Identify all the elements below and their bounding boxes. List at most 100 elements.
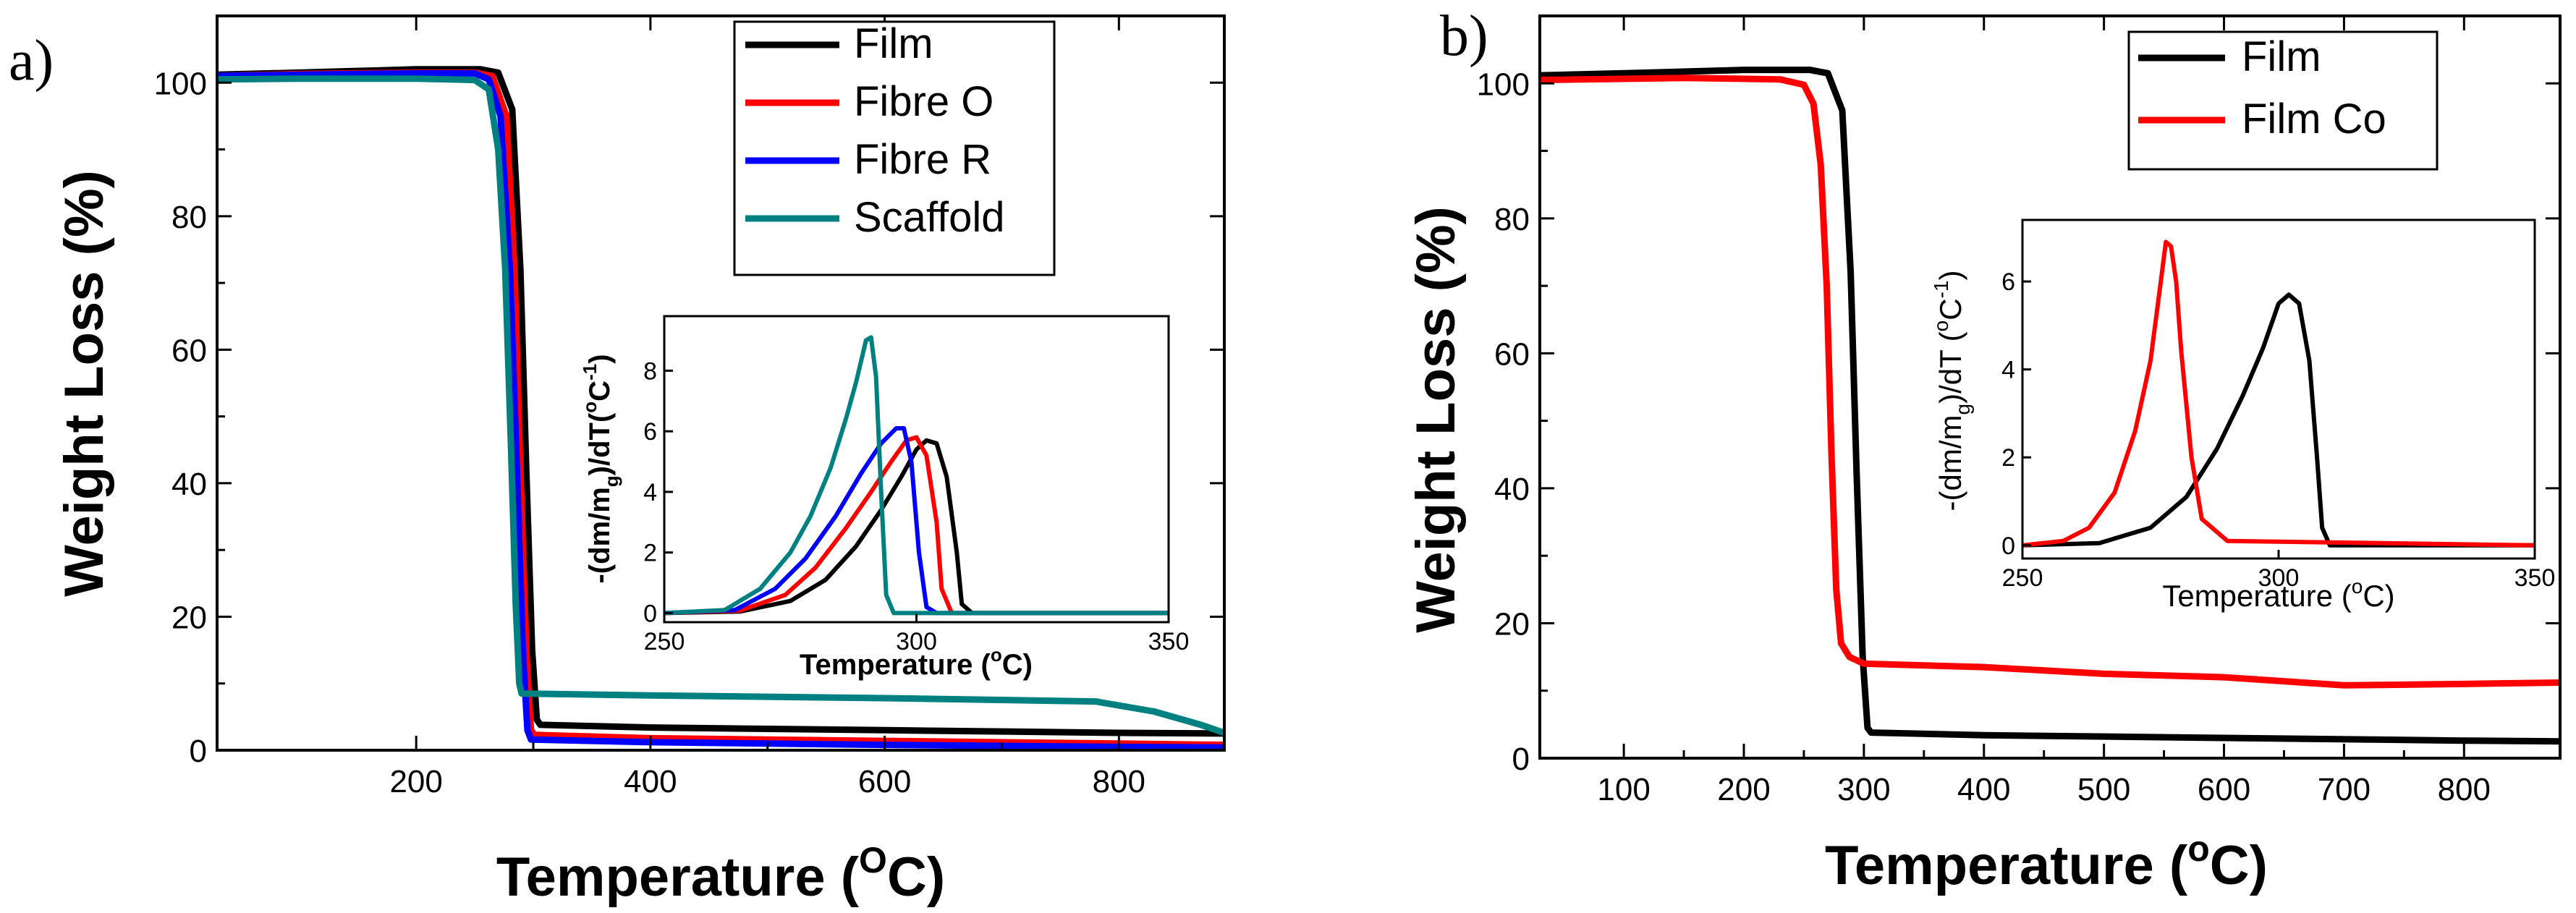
panel-b-series-lines bbox=[1540, 67, 2560, 745]
panel-a-inset-xtick-label: 250 bbox=[644, 628, 685, 655]
panel-b-inset-xtick-label: 350 bbox=[2514, 564, 2556, 592]
panel-b-inset-ytick-label: 2 bbox=[2001, 444, 2015, 472]
panel-a-inset-series-fibre-r bbox=[664, 426, 1169, 616]
panel-a-inset-ylabel-mid: )/dT( bbox=[584, 412, 616, 475]
panel-a-series-fibre-r bbox=[217, 69, 1224, 750]
panel-b-inset-frame bbox=[2021, 218, 2536, 560]
panel-a-legend-items: Film Fibre O Fibre R Scaffold bbox=[745, 20, 1005, 241]
panel-a-series-fibre-o bbox=[217, 69, 1224, 749]
panel-b-inset-xlabel-unit: C) bbox=[2363, 579, 2394, 613]
panel-b-legend-items: Film Film Co bbox=[2138, 33, 2386, 143]
panel-a-ytick-label: 20 bbox=[171, 600, 207, 635]
panel-a-inset-ticks: 250 300 350 0 2 4 6 8 bbox=[643, 357, 1189, 655]
panel-a-inset-xtick-label: 350 bbox=[1148, 628, 1190, 655]
panel-b-xtick-label: 600 bbox=[2198, 772, 2250, 807]
panel-b-inset-ylabel-prefix: -(dm/m bbox=[1933, 415, 1967, 511]
panel-b-inset-ytick-label: 4 bbox=[2001, 357, 2015, 384]
panel-a-xtick-label: 800 bbox=[1093, 764, 1145, 799]
panel-a-label: a) bbox=[9, 29, 54, 93]
panel-a-xlabel: Temperature (OC) bbox=[496, 840, 945, 908]
panel-b-inset-ylabel-sup: o bbox=[1930, 320, 1952, 332]
panel-a-inset-ytick-label: 8 bbox=[643, 357, 657, 385]
panel-b-inset-xlabel: Temperature (oC) bbox=[2162, 575, 2394, 613]
panel-b-inset-ylabel: -(dm/mg)/dT (oC-1) bbox=[1930, 271, 1974, 511]
panel-a-axes-frame bbox=[216, 14, 1226, 752]
panel-a-inset-xtick-label: 300 bbox=[896, 628, 937, 655]
panel-a-inset-ylabel-sup2: -1 bbox=[579, 364, 601, 381]
panel-a-inset-series-film bbox=[664, 438, 1169, 616]
panel-a-inset-xlabel-unit: C) bbox=[1002, 649, 1033, 681]
panel-a-ytick-label: 80 bbox=[171, 200, 207, 235]
panel-b-inset-xlabel-main: Temperature ( bbox=[2162, 579, 2351, 613]
panel-b-inset-ticks: 250 300 350 0 2 4 6 bbox=[2001, 268, 2555, 592]
panel-a-legend-label: Film bbox=[854, 20, 933, 67]
panel-a-inset-ylabel: -(dm/mg)/dT(oC-1) bbox=[579, 354, 622, 583]
panel-b-inset-ytick-label: 0 bbox=[2001, 532, 2015, 560]
panel-a-ytick-label: 60 bbox=[171, 333, 207, 368]
panel-b-inset-series-film-co bbox=[2022, 239, 2535, 548]
panel-a-series-scaffold bbox=[217, 75, 1224, 736]
panel-b-xlabel-sup: o bbox=[2187, 828, 2210, 869]
panel-a-inset-lines bbox=[664, 335, 1169, 616]
panel-b-legend: Film Film Co bbox=[2127, 30, 2439, 171]
panel-a-legend-label: Fibre R bbox=[854, 136, 991, 183]
panel-a-inset-frame bbox=[663, 315, 1170, 624]
panel-b-xtick-label: 100 bbox=[1597, 772, 1650, 807]
panel-b-inset-ylabel-sub: g bbox=[1952, 404, 1974, 415]
panel-a-inset-ylabel-unit: C bbox=[584, 381, 616, 402]
panel-b-inset-xtick-label: 300 bbox=[2258, 564, 2300, 592]
panel-b-xlabel: Temperature (oC) bbox=[1825, 828, 2268, 896]
panel-b-inset-ylabel-sup2: -1 bbox=[1930, 281, 1952, 299]
panel-a-inset-ytick-label: 0 bbox=[643, 600, 657, 627]
panel-b-xlabel-unit: C) bbox=[2210, 835, 2268, 896]
panel-b-ylabel: Weight Loss (%) bbox=[1405, 206, 1467, 633]
panel-b-inset-lines bbox=[2022, 239, 2535, 548]
panel-a-inset-xlabel-sup: o bbox=[991, 644, 1002, 666]
panel-a-inset-ytick-label: 6 bbox=[643, 418, 657, 446]
panel-b-ytick-label: 60 bbox=[1494, 336, 1530, 372]
panel-a-xtick-label: 600 bbox=[858, 764, 911, 799]
panel-b-axes-frame bbox=[1538, 14, 2562, 760]
panel-b-ytick-label: 40 bbox=[1494, 472, 1530, 507]
panel-b-xtick-label: 400 bbox=[1957, 772, 2010, 807]
panel-b: b) 100 200 300 400 500 600 700 800020406080100 … bbox=[1405, 4, 2562, 896]
panel-a-inset-ylabel-prefix: -(dm/m bbox=[584, 487, 616, 583]
panel-a-xlabel-sup: O bbox=[859, 840, 887, 880]
panel-b-ytick-label: 100 bbox=[1477, 67, 1530, 102]
panel-a-xtick-label: 200 bbox=[389, 764, 442, 799]
panel-b-inset-xlabel-sup: o bbox=[2352, 575, 2363, 598]
panel-b-xtick-label: 800 bbox=[2438, 772, 2491, 807]
panel-a-legend: Film Fibre O Fibre R Scaffold bbox=[733, 20, 1056, 276]
panel-a-inset-series-fibre-o bbox=[664, 435, 1169, 616]
panel-b-label: b) bbox=[1440, 4, 1488, 68]
panel-b-legend-label: Film bbox=[2242, 33, 2321, 80]
panel-a-legend-label: Fibre O bbox=[854, 78, 993, 125]
panel-b-xtick-label: 200 bbox=[1717, 772, 1770, 807]
panel-b-xtick-label: 500 bbox=[2077, 772, 2130, 807]
panel-a-xtick-label: 400 bbox=[624, 764, 677, 799]
panel-a-inset-xlabel: Temperature (oC) bbox=[800, 644, 1033, 681]
panel-a-inset-ylabel-sup: o bbox=[579, 402, 601, 413]
panel-a-xlabel-unit: C) bbox=[887, 846, 945, 908]
panel-b-ytick-label: 20 bbox=[1494, 606, 1530, 642]
panel-b-ytick-label: 0 bbox=[1512, 742, 1530, 777]
panel-b-inset-ylabel-mid: )/dT ( bbox=[1933, 331, 1967, 404]
panel-b-ytick-label: 80 bbox=[1494, 202, 1530, 237]
panel-b-inset-xtick-label: 250 bbox=[2002, 564, 2043, 592]
panel-b-inset-ylabel-unit: C bbox=[1933, 298, 1967, 320]
panel-a-inset-xlabel-main: Temperature ( bbox=[800, 649, 991, 681]
panel-a-ytick-label: 0 bbox=[190, 734, 207, 769]
panel-b-inset-ylabel-end: ) bbox=[1933, 271, 1967, 281]
panel-b-series-film-co bbox=[1540, 75, 2560, 689]
panel-b-legend-label: Film Co bbox=[2242, 95, 2386, 143]
panel-a-legend-label: Scaffold bbox=[854, 194, 1005, 241]
panel-a-series-lines bbox=[217, 66, 1224, 750]
panel-b-series-film bbox=[1540, 67, 2560, 745]
panel-a-inset-series-scaffold bbox=[664, 335, 1169, 616]
